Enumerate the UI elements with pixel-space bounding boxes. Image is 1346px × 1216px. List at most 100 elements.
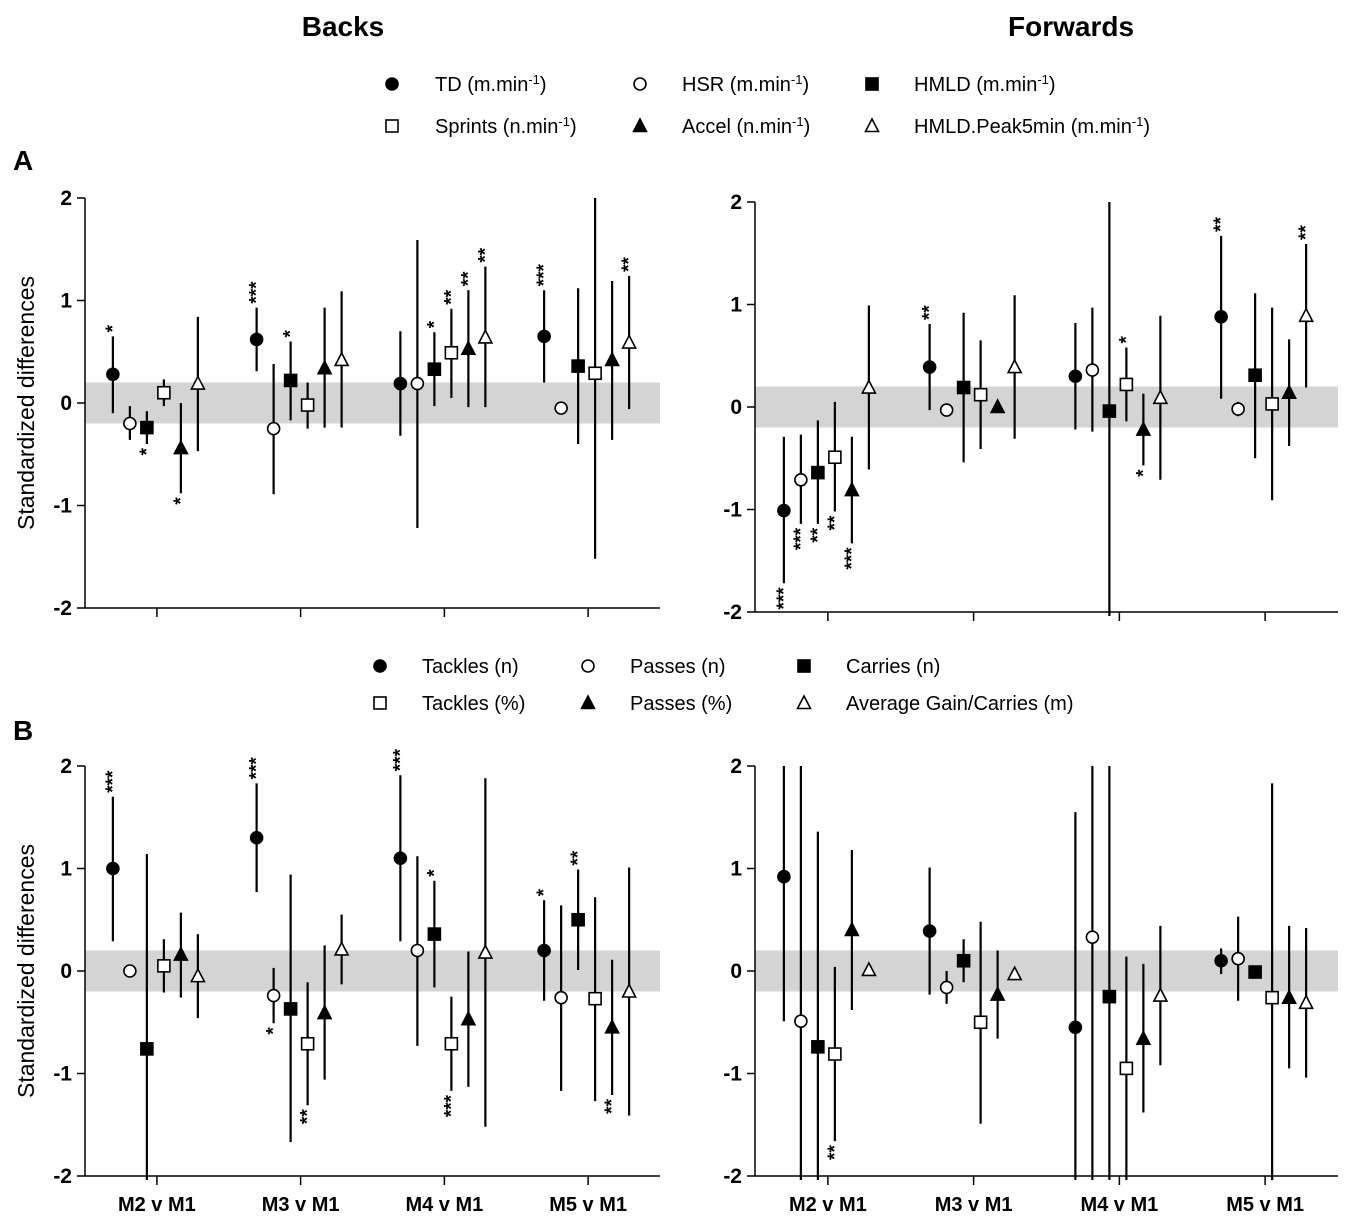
significance-label: *** [791, 527, 812, 550]
y-tick-label: -1 [53, 495, 72, 518]
significance-label: * [103, 324, 124, 332]
y-tick-label: -1 [723, 1063, 742, 1086]
legend-label-tail: ) [540, 74, 547, 96]
significance-label: * [1116, 336, 1137, 344]
y-tick-label: 1 [60, 858, 72, 881]
data-point-square-filled [1102, 989, 1117, 1004]
data-point-triangle-filled [604, 1018, 620, 1034]
data-point-triangle-filled [1281, 988, 1297, 1004]
legend-label-tail: ) [1143, 116, 1150, 138]
data-point-circle-filled [922, 924, 937, 938]
data-point-triangle-filled [316, 1004, 333, 1020]
data-point-circle-open [1085, 930, 1100, 944]
data-point-circle-open [266, 421, 281, 436]
y-tick-label: 1 [730, 294, 742, 317]
significance-label: ** [441, 289, 462, 304]
data-point-square-open [828, 450, 842, 465]
significance-label: *** [774, 587, 795, 610]
data-point-circle-open [939, 980, 954, 995]
data-point-circle-filled [393, 851, 408, 866]
data-point-square-filled [956, 953, 971, 968]
data-point-circle-filled [922, 360, 937, 374]
data-point-square-open [300, 398, 315, 412]
data-point-triangle-filled [844, 481, 860, 497]
y-tick-label: -1 [53, 1063, 72, 1086]
data-point-circle-filled [1068, 1020, 1083, 1035]
x-category-label: M5 v M1 [549, 1194, 627, 1216]
data-point-triangle-open [190, 374, 206, 390]
data-point-square-open [157, 385, 171, 400]
legend-label-tail: ) [570, 116, 577, 138]
significance-label: * [1133, 469, 1154, 477]
significance-label: *** [103, 770, 124, 793]
legend-marker-hmld-peak5min-m-min [864, 117, 880, 133]
data-point-square-open [1265, 397, 1279, 411]
significance-label: * [424, 869, 445, 877]
legend-marker-hsr-m-min [633, 77, 647, 91]
data-point-circle-filled [249, 830, 264, 845]
legend-label-sup: -1 [1037, 72, 1049, 87]
legend-label-hmld-m-min: HMLD (m.min-1) [914, 72, 1056, 97]
y-tick-label: 2 [60, 755, 72, 778]
data-point-triangle-filled [316, 359, 333, 375]
y-axis-title: Standardized differences [13, 844, 39, 1098]
significance-label: ** [619, 257, 640, 272]
data-point-square-filled [283, 1002, 298, 1016]
significance-label: * [264, 1027, 285, 1035]
legend-label-sup: -1 [528, 72, 540, 87]
data-point-triangle-open [621, 982, 637, 998]
column-title-backs: Backs [302, 11, 385, 42]
legend-marker-average-gain-carries-m [796, 694, 812, 710]
legend-marker-accel-n-min [632, 117, 648, 133]
data-point-triangle-open [861, 961, 877, 977]
y-axis-title: Standardized differences [13, 276, 39, 530]
data-point-circle-open [554, 401, 568, 415]
legend-label-sup: -1 [792, 114, 804, 129]
data-point-triangle-open [1298, 994, 1314, 1010]
y-tick-label: 0 [730, 396, 742, 419]
legend-label-passes-n: Passes (n) [630, 656, 726, 678]
trivial-band [755, 386, 1338, 428]
legend-label-tackles: Tackles (%) [422, 693, 525, 715]
significance-label: ** [1296, 225, 1317, 240]
data-point-square-open [588, 991, 602, 1006]
legend-label-hmld-peak5min-m-min: HMLD.Peak5min (m.min-1) [914, 114, 1150, 139]
column-title-forwards: Forwards [1008, 11, 1134, 42]
data-point-circle-open [1085, 363, 1100, 377]
data-point-circle-open [1231, 951, 1245, 966]
x-category-label: M5 v M1 [1226, 1194, 1304, 1216]
x-category-label: M4 v M1 [405, 1194, 483, 1216]
legend-panel-b: Tackles (n) Passes (n) Carries (n) Tackles … [373, 656, 1073, 715]
data-point-triangle-filled [460, 1010, 477, 1026]
legend-label-tail: ) [804, 116, 811, 138]
y-tick-label: -2 [53, 1165, 72, 1188]
legend-label-tackles-n: Tackles (n) [422, 656, 519, 678]
data-point-triangle-filled [1281, 383, 1297, 399]
legend-label-tail: ) [802, 74, 809, 96]
legend-label-carries-n: Carries (n) [846, 656, 940, 678]
data-point-circle-open [939, 403, 954, 417]
data-point-circle-open [123, 416, 137, 431]
significance-label: ** [825, 515, 846, 530]
data-point-circle-filled [1214, 309, 1228, 324]
legend-marker-tackles [373, 696, 387, 710]
legend-marker-tackles-n [373, 659, 387, 673]
data-point-square-open [1119, 1061, 1134, 1076]
y-tick-label: -1 [723, 499, 742, 522]
significance-label: *** [842, 547, 863, 570]
chart-a-forwards: 210-1-2********************* [723, 191, 1338, 624]
legend-marker-passes [580, 694, 596, 710]
data-point-triangle-open [190, 967, 206, 983]
data-point-triangle-open [621, 333, 637, 349]
significance-label: *** [534, 263, 555, 286]
data-point-square-filled [140, 420, 154, 435]
legend-marker-td-m-min [385, 77, 399, 91]
data-point-square-open [588, 366, 602, 381]
data-point-triangle-open [1298, 307, 1314, 323]
legend-label-sup: -1 [791, 72, 803, 87]
data-point-circle-filled [777, 869, 791, 884]
data-point-square-filled [571, 912, 585, 927]
data-point-circle-open [410, 376, 425, 391]
data-point-circle-open [794, 1014, 808, 1029]
significance-label: * [534, 888, 555, 896]
